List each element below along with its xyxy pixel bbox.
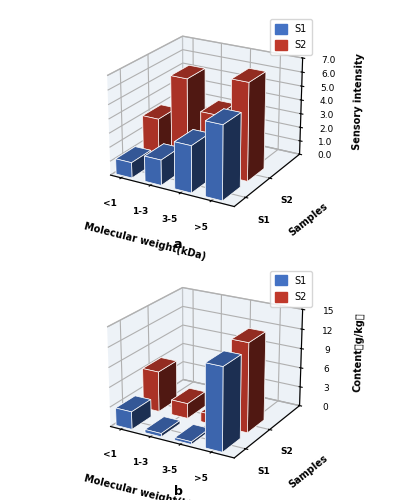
Legend: S1, S2: S1, S2 <box>270 19 312 56</box>
Y-axis label: Samples: Samples <box>287 452 329 490</box>
Text: a: a <box>174 238 183 250</box>
Legend: S1, S2: S1, S2 <box>270 270 312 306</box>
X-axis label: Molecular weight(kDa): Molecular weight(kDa) <box>84 473 208 500</box>
X-axis label: Molecular weight(kDa): Molecular weight(kDa) <box>84 222 208 262</box>
Y-axis label: Samples: Samples <box>287 201 329 238</box>
Text: b: b <box>174 485 183 498</box>
